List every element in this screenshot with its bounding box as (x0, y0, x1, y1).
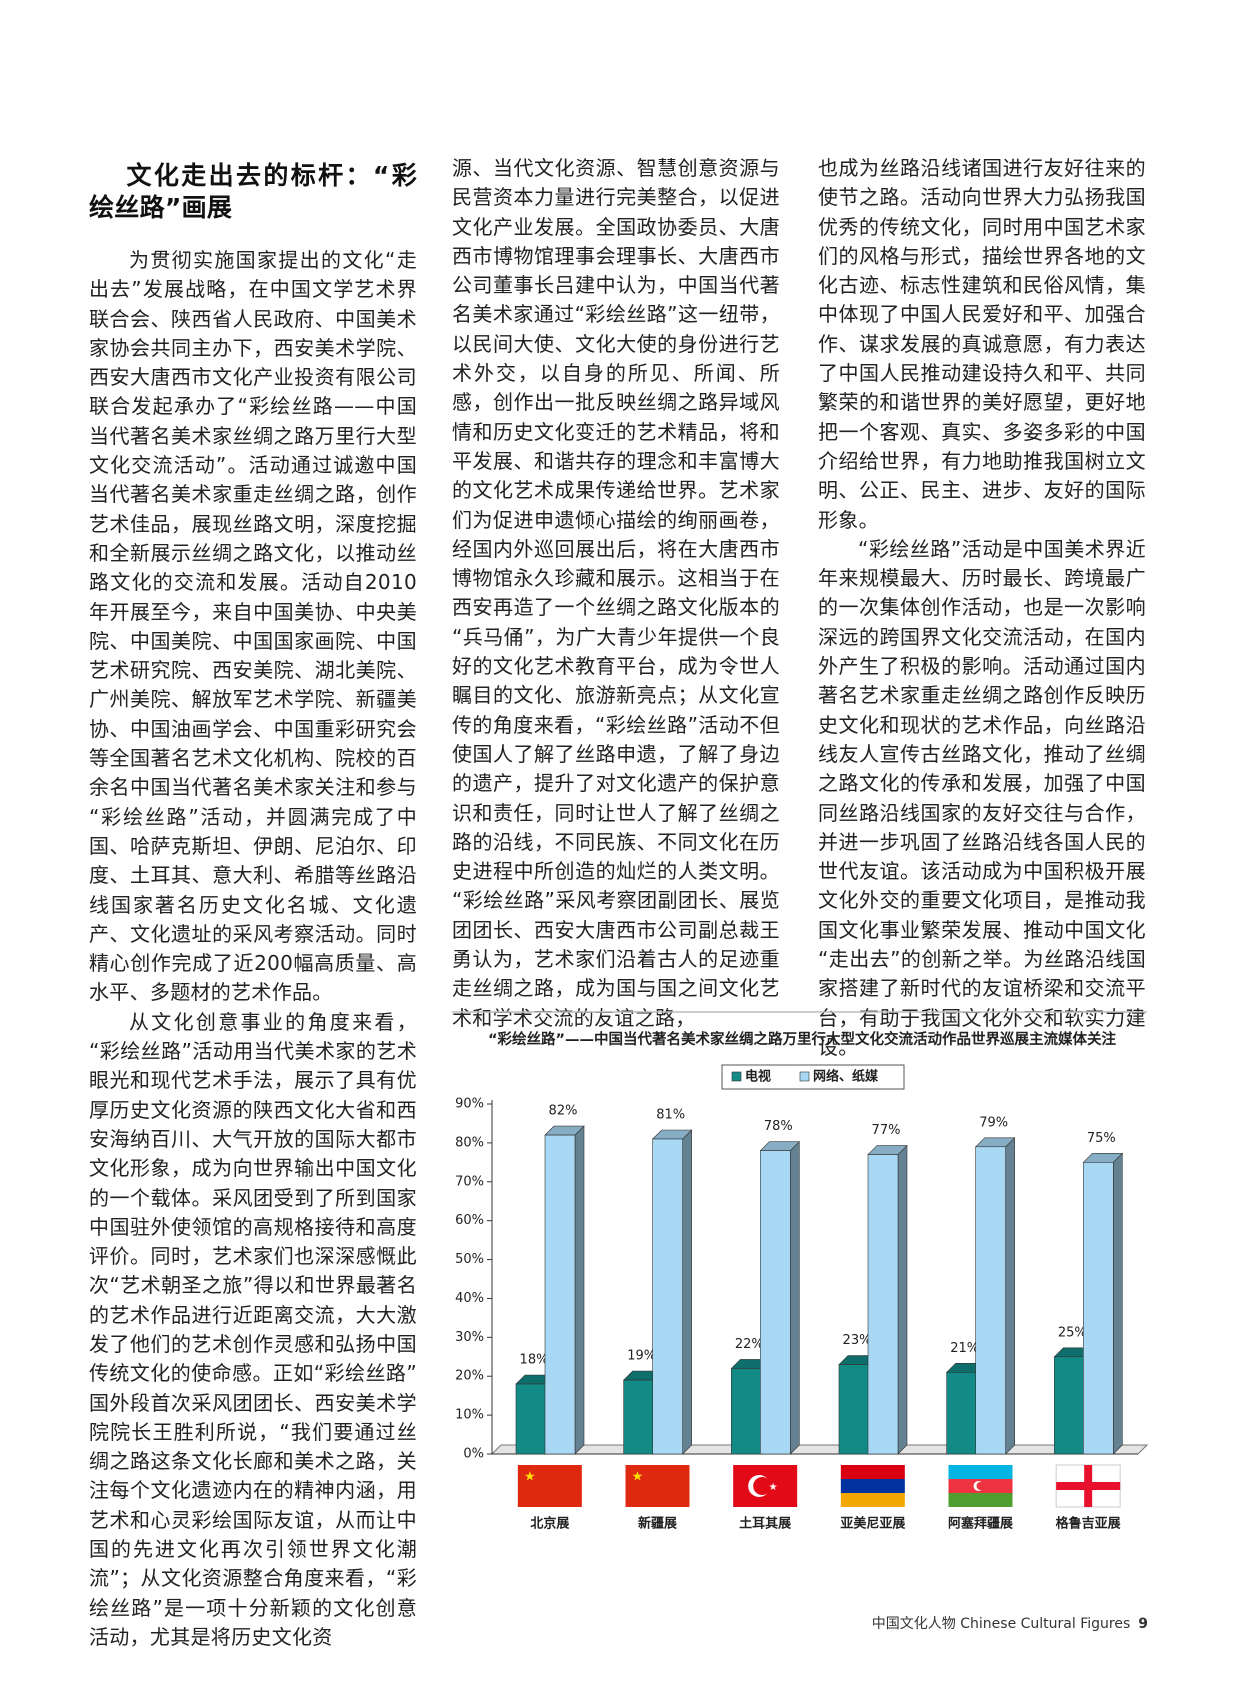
x-tick-label: 格鲁吉亚展 (1056, 1516, 1122, 1532)
chart-title: “彩绘丝路”——中国当代著名美术家丝绸之路万里行大型文化交流活动作品世界巡展主流… (488, 1030, 1117, 1048)
value-label: 79% (979, 1115, 1008, 1130)
column: 也成为丝路沿线诸国进行友好往来的使节之路。活动向世界大力弘扬我国优秀的传统文化，… (818, 154, 1146, 1062)
x-tick-label: 土耳其展 (739, 1516, 792, 1532)
value-label: 75% (1087, 1131, 1116, 1146)
flag (517, 1465, 582, 1507)
chart: “彩绘丝路”——中国当代著名美术家丝绸之路万里行大型文化交流活动作品世界巡展主流… (452, 1011, 1149, 1532)
column: 文化走出去的标杆：“彩绘丝路”画展 为贯彻实施国家提出的文化“走出去”发展战略，… (89, 160, 417, 1652)
y-tick-label: 70% (455, 1174, 484, 1189)
x-tick-label: 阿塞拜疆展 (948, 1516, 1014, 1532)
flag-stripe (840, 1493, 905, 1507)
bar-side (1113, 1152, 1123, 1455)
bar-side (897, 1144, 908, 1455)
flag-stripe (948, 1465, 1013, 1479)
legend-label: 网络、纸媒 (813, 1069, 879, 1085)
legend-swatch (731, 1071, 742, 1082)
value-label: 18% (520, 1353, 549, 1368)
bar (867, 1154, 899, 1455)
flag-stripe (840, 1479, 905, 1493)
y-tick-label: 40% (455, 1291, 484, 1306)
bar (731, 1368, 762, 1455)
paragraph: 从文化创意事业的角度来看，“彩绘丝路”活动用当代美术家的艺术眼光和现代艺术手法，… (89, 1009, 417, 1649)
flag-stripe (948, 1493, 1013, 1507)
y-tick-label: 90% (455, 1097, 484, 1112)
value-label: 78% (764, 1119, 793, 1134)
bar-side (682, 1129, 692, 1455)
footer: 中国文化人物 Chinese Cultural Figures 9 (872, 1613, 1148, 1633)
x-tick-label: 北京展 (530, 1516, 570, 1532)
paragraph: 为贯彻实施国家提出的文化“走出去”发展战略，在中国文学艺术界联合会、陕西省人民政… (89, 248, 417, 1005)
floor (490, 1444, 1149, 1455)
y-tick-label: 80% (455, 1135, 484, 1150)
bar (515, 1383, 547, 1455)
paragraph: “彩绘丝路”活动是中国美术界近年来规模最大、历时最长、跨境最广的一次集体创作活动… (818, 536, 1146, 1059)
flag-crescent (753, 1477, 772, 1495)
value-label: 82% (549, 1104, 578, 1119)
flag-star: ★ (769, 1482, 778, 1493)
y-tick-label: 50% (455, 1252, 484, 1267)
bar (1083, 1162, 1114, 1455)
legend-box (721, 1064, 905, 1090)
bar (838, 1364, 870, 1455)
value-label: 77% (872, 1123, 901, 1138)
y-tick-label: 60% (455, 1213, 484, 1228)
legend-label: 电视 (745, 1069, 771, 1085)
bar (975, 1146, 1006, 1455)
flag-cross (1056, 1482, 1121, 1490)
page-number: 9 (1138, 1616, 1148, 1632)
value-label: 22% (735, 1337, 764, 1352)
paragraph: 也成为丝路沿线诸国进行友好往来的使节之路。活动向世界大力弘扬我国优秀的传统文化，… (818, 156, 1146, 532)
bar (623, 1379, 654, 1455)
x-tick-label: 亚美尼亚展 (840, 1516, 906, 1532)
bar-side (574, 1125, 585, 1455)
x-tick-label: 新疆展 (638, 1516, 678, 1532)
bar (544, 1134, 576, 1455)
flag-stripe (840, 1465, 905, 1479)
value-label: 81% (656, 1108, 685, 1123)
bar (652, 1138, 683, 1455)
flag-crescent (976, 1482, 985, 1490)
bar (760, 1150, 791, 1455)
column: 源、当代文化资源、智慧创意资源与民营资本力量进行完美整合，以促进文化产业发展。全… (452, 154, 780, 1033)
y-tick-label: 0% (463, 1447, 484, 1462)
bar (946, 1372, 977, 1455)
paragraph: 源、当代文化资源、智慧创意资源与民营资本力量进行完美整合，以促进文化产业发展。全… (452, 156, 780, 1030)
value-label: 25% (1058, 1325, 1087, 1340)
bar (1054, 1356, 1085, 1455)
value-label: 23% (843, 1333, 872, 1348)
flag-star: ★ (524, 1470, 536, 1485)
flag-star: ★ (632, 1470, 644, 1485)
y-tick-label: 10% (455, 1408, 484, 1423)
value-label: 21% (950, 1341, 979, 1356)
flag (625, 1465, 690, 1507)
publication: 中国文化人物 Chinese Cultural Figures (871, 1616, 1131, 1632)
y-tick-label: 30% (455, 1330, 484, 1345)
value-label: 19% (627, 1349, 656, 1364)
y-tick-label: 20% (455, 1369, 484, 1384)
legend-swatch (799, 1071, 810, 1082)
bar-side (1005, 1137, 1015, 1455)
article-title: 文化走出去的标杆：“彩绘丝路”画展 (89, 161, 417, 222)
bar-side (790, 1140, 800, 1455)
